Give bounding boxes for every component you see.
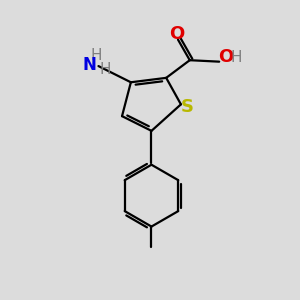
Text: H: H [100,62,111,77]
Text: H: H [90,48,102,63]
Text: O: O [169,25,184,43]
Text: O: O [218,48,233,66]
Text: S: S [181,98,194,116]
Text: N: N [82,56,96,74]
Text: H: H [230,50,242,65]
